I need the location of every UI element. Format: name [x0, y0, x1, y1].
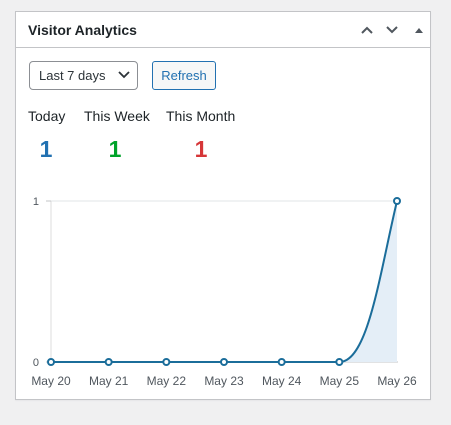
stat-label: This Month	[166, 108, 236, 124]
series-line	[51, 200, 398, 363]
stat-this-week: This Week 1	[84, 108, 150, 162]
x-tick-label: May 24	[262, 374, 302, 388]
x-tick-label: May 22	[147, 374, 187, 388]
widget-title: Visitor Analytics	[28, 22, 137, 38]
stat-this-month: This Month 1	[166, 108, 236, 162]
toggle-panel-button[interactable]	[409, 20, 429, 40]
data-point	[335, 358, 344, 366]
visitor-line-chart: 0 1 May 20 May 21 May 22 May 23 May 24 May 25 Ma…	[31, 196, 417, 388]
stat-value: 1	[194, 136, 208, 162]
x-tick-label: May 26	[377, 374, 417, 388]
triangle-up-icon	[415, 28, 423, 33]
data-point	[393, 197, 401, 205]
data-point	[47, 358, 55, 366]
refresh-button[interactable]: Refresh	[152, 61, 216, 90]
stat-today: Today 1	[28, 108, 66, 162]
chevron-down-icon	[386, 26, 398, 34]
x-tick-label: May 20	[31, 374, 71, 388]
series-area	[51, 201, 397, 362]
chevron-up-icon	[361, 26, 373, 34]
x-tick-label: May 21	[89, 374, 129, 388]
stat-label: Today	[28, 108, 66, 124]
stat-label: This Week	[84, 108, 150, 124]
move-up-button[interactable]	[357, 20, 377, 40]
controls-row: Last 7 days Refresh	[29, 61, 409, 90]
data-point	[104, 358, 113, 366]
move-down-button[interactable]	[382, 20, 402, 40]
y-tick-label: 1	[33, 196, 39, 208]
data-point	[162, 358, 171, 366]
select-caret-icon	[118, 71, 130, 79]
data-point	[277, 358, 286, 366]
date-range-select[interactable]: Last 7 days	[29, 61, 138, 90]
visitor-analytics-widget: Visitor Analytics Last 7 days Refresh T	[15, 11, 431, 400]
data-point	[220, 358, 228, 366]
date-range-selected: Last 7 days	[39, 68, 106, 83]
widget-header: Visitor Analytics	[16, 12, 430, 48]
y-tick-label: 0	[33, 357, 39, 369]
stat-value: 1	[108, 136, 122, 162]
x-tick-label: May 23	[204, 374, 244, 388]
stat-value: 1	[39, 136, 53, 162]
x-tick-label: May 25	[320, 374, 360, 388]
